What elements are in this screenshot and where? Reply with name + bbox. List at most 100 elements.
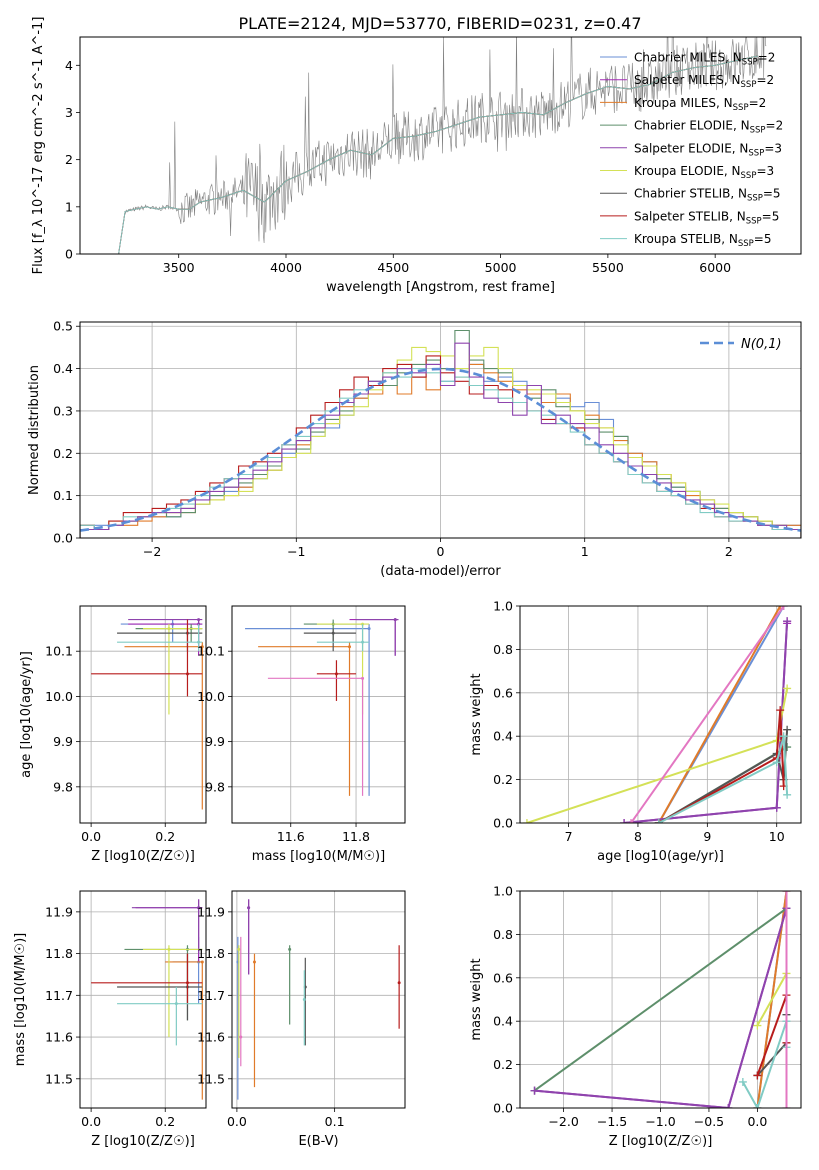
y-tick-label: 1.0 xyxy=(493,599,513,614)
panel-1: −2 −1 0 1 2 0.0 0.1 0.2 0.3 0.4 0.5 (data-model)/er… xyxy=(27,319,802,579)
y-tick-label: 0.3 xyxy=(53,403,73,418)
weight-marker xyxy=(627,819,636,823)
y-tick-label: 0.4 xyxy=(493,1014,513,1029)
plot-area xyxy=(91,618,204,810)
panel-5: 0.0 0.2 11.5 11.6 11.7 11.8 11.9 Z [log10(Z/Z☉)… xyxy=(13,890,207,1149)
x-tick-label: 10 xyxy=(769,829,785,844)
panels: 3500 4000 4500 5000 5500 6000 0 1 2 3 4 wavelength … xyxy=(13,17,802,1149)
panel-0: 3500 4000 4500 5000 5500 6000 0 1 2 3 4 wavelength … xyxy=(31,17,802,295)
y-tick-label: 0 xyxy=(65,247,73,262)
y-tick-label: 11.9 xyxy=(197,904,225,919)
weight-line xyxy=(756,973,788,1026)
x-tick-label: 5500 xyxy=(592,260,624,275)
weight-marker xyxy=(620,819,629,823)
data-point xyxy=(200,645,204,649)
weight-marker xyxy=(776,606,785,610)
data-point xyxy=(174,1002,178,1006)
weight-line xyxy=(624,621,789,823)
weight-marker xyxy=(779,606,788,610)
x-tick-label: 0.0 xyxy=(81,1114,101,1129)
data-point xyxy=(348,645,352,649)
x-tick-label: 0.1 xyxy=(325,1114,345,1129)
y-tick-label: 1 xyxy=(65,199,73,214)
x-tick-label: −1.0 xyxy=(645,1114,675,1129)
legend: Chabrier MILES, NSSP=2 Salpeter MILES, NS… xyxy=(600,51,783,249)
weight-marker xyxy=(783,617,792,626)
y-tick-label: 11.7 xyxy=(197,988,225,1003)
plot-area xyxy=(80,329,801,538)
x-tick-label: −2.0 xyxy=(548,1114,578,1129)
x-tick-label: −1.5 xyxy=(597,1114,627,1129)
weight-marker xyxy=(753,1104,762,1108)
model-spectrum-line xyxy=(118,55,759,254)
plot-area xyxy=(530,891,791,1108)
data-point xyxy=(200,960,204,964)
y-tick-label: 11.8 xyxy=(197,946,225,961)
plot-area xyxy=(91,899,204,1100)
weight-marker xyxy=(753,1021,762,1030)
x-axis-label: (data-model)/error xyxy=(380,564,501,579)
y-tick-label: 0.8 xyxy=(493,927,513,942)
legend-label: Kroupa STELIB, NSSP=5 xyxy=(634,232,772,249)
weight-marker xyxy=(530,1086,539,1095)
weight-marker xyxy=(724,1104,733,1108)
weight-marker xyxy=(772,758,781,767)
y-tick-label: 10.1 xyxy=(45,644,73,659)
weight-marker xyxy=(738,1077,747,1086)
plot-area xyxy=(522,606,792,823)
figure-title: PLATE=2124, MJD=53770, FIBERID=0231, z=0… xyxy=(238,14,641,33)
legend-label: Kroupa MILES, NSSP=2 xyxy=(634,96,766,113)
data-point xyxy=(197,640,201,644)
y-tick-label: 4 xyxy=(65,58,73,73)
normal-curve xyxy=(80,367,801,532)
y-tick-label: 11.6 xyxy=(197,1030,225,1045)
weight-line xyxy=(630,606,785,823)
y-tick-label: 0.2 xyxy=(493,772,513,787)
panel-6: 0.0 0.1 11.5 11.6 11.7 11.8 11.9 E(B-V) xyxy=(197,890,406,1149)
y-axis-label: Flux [f_λ 10^-17 erg cm^-2 s^-1 A^-1] xyxy=(31,17,46,275)
weight-marker xyxy=(772,736,781,745)
y-tick-label: 3 xyxy=(65,105,73,120)
panel-2: 0.0 0.2 9.8 9.9 10.0 10.1 Z [log10(Z/Z☉)] age [… xyxy=(19,605,207,864)
weight-line xyxy=(526,688,789,823)
weight-marker xyxy=(782,1104,791,1108)
y-tick-label: 9.8 xyxy=(205,779,225,794)
data-point xyxy=(361,676,365,680)
x-tick-label: 0.0 xyxy=(227,1114,247,1129)
data-point xyxy=(331,631,335,635)
y-axis-label: mass [log10(M/M☉)] xyxy=(13,933,28,1066)
histogram-step xyxy=(80,342,801,538)
weight-line xyxy=(534,908,788,1108)
x-tick-label: −0.5 xyxy=(694,1114,724,1129)
x-tick-label: 11.6 xyxy=(277,829,305,844)
weight-marker xyxy=(522,819,531,823)
panel-7: −2.0 −1.5 −1.0 −0.5 0.0 0.0 0.2 0.4 0.6 0.8 1.0 Z [… xyxy=(469,884,802,1149)
x-tick-label: −2 xyxy=(143,544,161,559)
x-tick-label: 9 xyxy=(703,829,711,844)
y-tick-label: 2 xyxy=(65,152,73,167)
weight-marker xyxy=(654,819,663,823)
axes-frame xyxy=(79,890,207,1109)
y-tick-label: 0.2 xyxy=(493,1057,513,1072)
x-tick-label: 0.2 xyxy=(155,829,175,844)
plot-area xyxy=(245,618,399,796)
y-tick-label: 0.0 xyxy=(493,1101,513,1116)
y-tick-label: 10.1 xyxy=(197,644,225,659)
x-axis-label: Z [log10(Z/Z☉)] xyxy=(91,849,195,864)
axes-frame xyxy=(79,321,802,539)
data-point xyxy=(302,998,306,1001)
axes-frame xyxy=(79,36,802,255)
y-tick-label: 11.8 xyxy=(45,946,73,961)
x-tick-label: 0.0 xyxy=(747,1114,767,1129)
x-axis-label: mass [log10(M/M☉)] xyxy=(252,849,385,864)
x-tick-label: 3500 xyxy=(163,260,195,275)
axes-frame xyxy=(231,890,406,1109)
data-point xyxy=(185,981,189,985)
weight-marker xyxy=(776,706,785,715)
panel-4: 7 8 9 10 0.0 0.2 0.4 0.6 0.8 1.0 age [log10(age/yr… xyxy=(469,599,802,864)
y-tick-label: 11.9 xyxy=(45,904,73,919)
data-point xyxy=(237,947,241,951)
y-tick-label: 0.5 xyxy=(53,319,73,334)
y-tick-label: 11.6 xyxy=(45,1030,73,1045)
